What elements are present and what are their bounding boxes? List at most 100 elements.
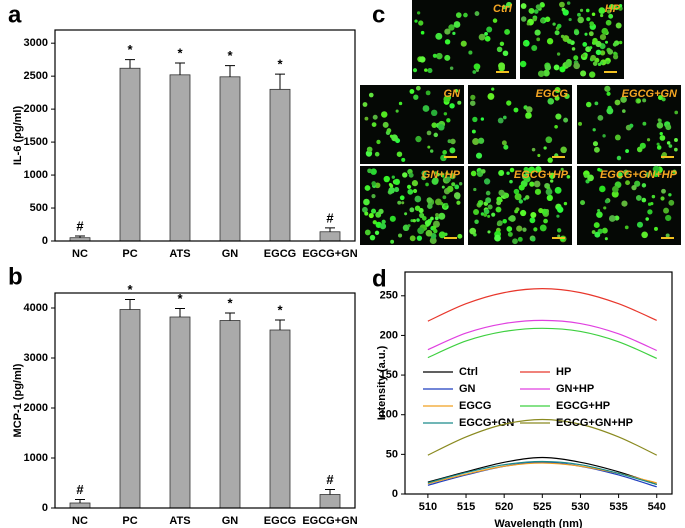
cell bbox=[469, 227, 477, 235]
cell bbox=[547, 97, 555, 105]
cell bbox=[605, 40, 609, 44]
cell bbox=[618, 6, 623, 11]
cell bbox=[538, 208, 544, 214]
cell bbox=[364, 211, 369, 216]
cell bbox=[592, 141, 599, 147]
bar bbox=[319, 231, 341, 242]
cell bbox=[391, 134, 398, 142]
micrograph-label: EGCG+GN+HP bbox=[600, 169, 678, 181]
cell bbox=[498, 189, 505, 196]
cell bbox=[645, 172, 651, 178]
cell bbox=[599, 185, 606, 193]
y-axis-label: MCP-1 (pg/ml) bbox=[12, 363, 24, 437]
cell bbox=[431, 122, 438, 128]
bar bbox=[119, 67, 141, 242]
panel-label: c bbox=[372, 1, 385, 28]
y-tick-label: 3000 bbox=[24, 352, 48, 364]
cell bbox=[560, 34, 565, 39]
cell bbox=[433, 132, 439, 138]
x-tick-label: 520 bbox=[495, 501, 513, 513]
cell bbox=[496, 46, 503, 53]
cell bbox=[652, 165, 660, 173]
cell bbox=[607, 48, 614, 55]
legend-label: GN bbox=[459, 383, 476, 395]
cell bbox=[540, 3, 545, 8]
cell bbox=[519, 60, 527, 68]
cell bbox=[557, 234, 561, 238]
y-tick-label: 500 bbox=[30, 202, 48, 214]
cell bbox=[641, 183, 647, 188]
cell bbox=[556, 228, 562, 233]
y-tick-label: 250 bbox=[380, 290, 398, 302]
cell bbox=[573, 62, 581, 70]
x-tick-label: EGCG bbox=[264, 248, 296, 260]
y-axis-label: IL-6 (pg/ml) bbox=[12, 106, 24, 166]
cell bbox=[474, 11, 480, 16]
x-tick-label: NC bbox=[72, 248, 88, 260]
cell bbox=[592, 128, 596, 132]
cell bbox=[557, 206, 564, 213]
cell bbox=[582, 42, 588, 47]
cell bbox=[412, 219, 416, 223]
bar bbox=[269, 88, 291, 242]
cell bbox=[371, 181, 377, 186]
cell bbox=[421, 175, 427, 181]
cell bbox=[427, 145, 431, 149]
cell bbox=[529, 8, 533, 12]
annotation: * bbox=[127, 42, 133, 57]
cell bbox=[499, 41, 505, 46]
cell bbox=[657, 118, 661, 122]
cell bbox=[435, 213, 439, 217]
cell bbox=[523, 175, 531, 183]
cell bbox=[474, 219, 479, 224]
cell bbox=[495, 206, 502, 213]
cell bbox=[580, 70, 587, 77]
legend-label: EGCG+GN+HP bbox=[556, 417, 633, 429]
y-tick-label: 0 bbox=[392, 488, 398, 500]
cell bbox=[501, 4, 507, 10]
cell bbox=[483, 208, 490, 215]
cell bbox=[529, 181, 535, 187]
cell bbox=[621, 200, 628, 207]
cell bbox=[591, 230, 596, 234]
cell bbox=[543, 146, 547, 150]
cell bbox=[473, 187, 477, 192]
cell bbox=[487, 214, 491, 218]
cell bbox=[588, 31, 594, 37]
cell bbox=[577, 16, 585, 24]
cell bbox=[419, 212, 425, 218]
cell bbox=[446, 118, 451, 123]
annotation: * bbox=[177, 45, 183, 60]
cell bbox=[546, 194, 553, 201]
cell bbox=[674, 110, 679, 115]
cell bbox=[421, 170, 427, 176]
cell bbox=[616, 155, 622, 161]
cell bbox=[599, 61, 604, 65]
error-bar bbox=[275, 319, 285, 330]
bar bbox=[169, 74, 191, 242]
cell bbox=[411, 180, 419, 187]
x-tick-label: EGCG bbox=[264, 515, 296, 527]
cell bbox=[560, 167, 564, 171]
micrograph: GN+HP bbox=[360, 166, 464, 245]
cell bbox=[398, 101, 403, 106]
cell bbox=[425, 182, 429, 187]
cell bbox=[503, 144, 509, 150]
cell bbox=[613, 5, 618, 10]
cell bbox=[485, 190, 491, 196]
error-bar bbox=[75, 499, 85, 503]
cell bbox=[371, 122, 377, 127]
annotation: # bbox=[76, 482, 84, 497]
cell bbox=[454, 184, 460, 190]
cell bbox=[612, 185, 619, 193]
cell bbox=[546, 38, 554, 45]
cell bbox=[485, 197, 492, 204]
cell bbox=[498, 62, 506, 70]
cell bbox=[409, 235, 416, 242]
cell bbox=[438, 123, 445, 131]
cell bbox=[382, 121, 389, 128]
error-bar bbox=[325, 489, 335, 495]
cell bbox=[480, 212, 485, 216]
x-tick-label: ATS bbox=[169, 248, 190, 260]
cell bbox=[525, 114, 530, 119]
